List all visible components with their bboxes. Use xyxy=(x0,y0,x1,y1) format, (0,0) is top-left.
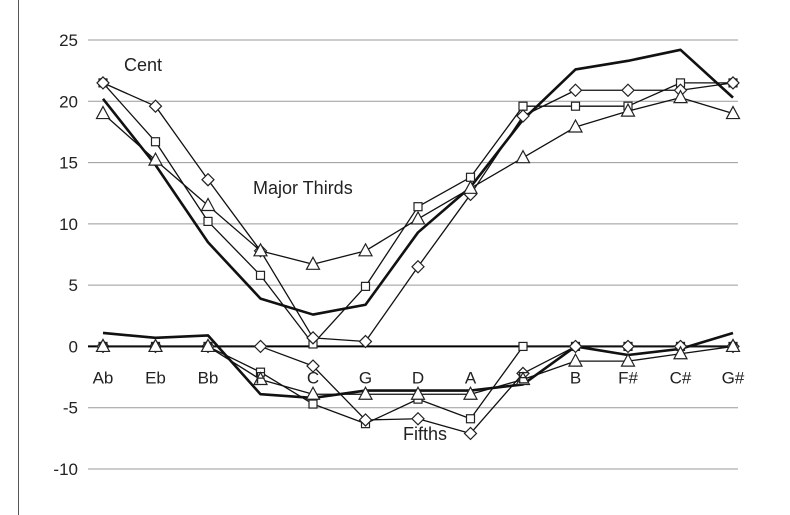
triangle-point xyxy=(725,105,741,120)
square-point xyxy=(255,270,266,280)
diamond-point xyxy=(621,339,635,354)
y-tick-label: 10 xyxy=(59,215,78,234)
x-category-label: G# xyxy=(722,368,745,387)
x-category-label: Bb xyxy=(198,368,219,387)
triangle-point xyxy=(462,180,479,194)
triangle-point xyxy=(672,89,689,104)
fifths-annotation: Fifths xyxy=(403,424,447,444)
triangle-point xyxy=(95,105,111,120)
triangle-point xyxy=(147,151,164,166)
diamond-point xyxy=(463,426,478,441)
diamond-point xyxy=(726,76,740,90)
triangle-point xyxy=(147,338,164,353)
triangle-point xyxy=(410,210,426,225)
y-tick-label: -10 xyxy=(53,460,78,479)
diamond-point xyxy=(568,339,583,354)
triangle-point xyxy=(567,352,584,367)
triangle-point xyxy=(515,149,531,164)
square-point xyxy=(308,399,318,409)
triangle-point xyxy=(462,385,479,400)
square-point xyxy=(518,101,528,111)
diamond-point xyxy=(568,83,583,98)
series-group xyxy=(95,48,741,441)
y-tick-label: 0 xyxy=(69,337,78,356)
triangle-point xyxy=(620,352,636,367)
x-category-label: C xyxy=(307,368,319,387)
diamond-point xyxy=(253,339,268,354)
square-point xyxy=(465,414,476,424)
x-category-label: G xyxy=(359,368,372,387)
y-tick-label: 25 xyxy=(59,31,78,50)
y-tick-label: 15 xyxy=(59,154,78,173)
category-labels: Ab Eb Bb F C G D A E B F# C# G# xyxy=(93,368,745,387)
major-thirds-annotation: Major Thirds xyxy=(253,178,353,198)
x-category-label: D xyxy=(412,368,424,387)
x-category-label: Eb xyxy=(145,368,166,387)
triangle-point xyxy=(305,385,321,400)
square-point xyxy=(518,341,528,352)
square-point xyxy=(360,281,371,291)
series-line-thirds-none xyxy=(101,48,734,316)
triangle-point xyxy=(672,345,689,360)
triangle-point xyxy=(200,197,216,212)
x-category-label: A xyxy=(465,368,477,387)
x-category-label: C# xyxy=(670,368,692,387)
triangle-point xyxy=(515,371,531,386)
diamond-point xyxy=(306,359,320,373)
diamond-point xyxy=(96,76,110,90)
square-point xyxy=(570,101,581,111)
diamond-point xyxy=(358,334,373,349)
x-category-label: F xyxy=(255,368,265,387)
x-category-label: B xyxy=(570,368,581,387)
diamond-point xyxy=(201,172,215,187)
x-category-label: F# xyxy=(618,368,638,387)
triangle-point xyxy=(725,338,741,353)
diamond-point xyxy=(306,331,320,345)
square-point xyxy=(203,216,213,227)
series-line-thirds-triangle xyxy=(102,96,734,265)
square-point xyxy=(413,202,423,212)
gridlines xyxy=(88,39,738,470)
diamond-point xyxy=(411,411,425,426)
y-axis-ticks: -10 -5 0 5 10 15 20 25 xyxy=(53,31,78,479)
triangle-point xyxy=(567,118,584,133)
diamond-point xyxy=(148,99,163,114)
triangle-point xyxy=(410,385,426,400)
x-category-label: Ab xyxy=(93,368,114,387)
y-tick-label: -5 xyxy=(63,399,78,418)
square-point xyxy=(150,137,161,147)
diamond-point xyxy=(621,83,635,98)
triangle-point xyxy=(200,338,216,353)
y-tick-label: 20 xyxy=(59,92,78,111)
diamond-point xyxy=(411,259,425,274)
triangle-point xyxy=(620,102,636,117)
x-category-label: E xyxy=(517,368,528,387)
triangle-point xyxy=(357,242,374,257)
chart-frame xyxy=(18,0,790,515)
y-tick-label: 5 xyxy=(69,276,78,295)
unit-annotation: Cent xyxy=(124,55,162,75)
triangle-point xyxy=(95,338,111,353)
diamond-point xyxy=(516,109,530,123)
triangle-point xyxy=(252,371,269,386)
triangle-point xyxy=(252,242,269,257)
diamond-point xyxy=(358,413,373,427)
triangle-point xyxy=(357,385,374,400)
triangle-point xyxy=(305,256,321,270)
